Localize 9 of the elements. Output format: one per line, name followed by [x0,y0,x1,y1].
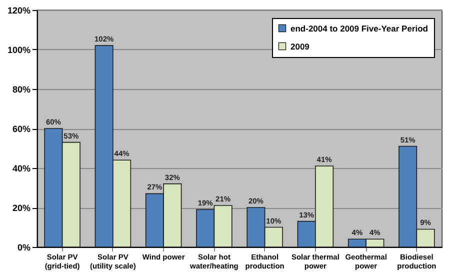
y-tick-label: 20% [12,203,30,213]
y-tick-label: 120% [7,6,30,16]
y-tick-label: 40% [12,164,30,174]
legend-label: 2009 [290,41,310,52]
legend-label: end-2004 to 2009 Five-Year Period [290,23,428,34]
y-tick-label: 100% [7,45,30,55]
y-tick-label: 80% [12,84,30,94]
y-tick-label: 0% [17,242,30,252]
y-tick-label: 60% [12,124,30,134]
